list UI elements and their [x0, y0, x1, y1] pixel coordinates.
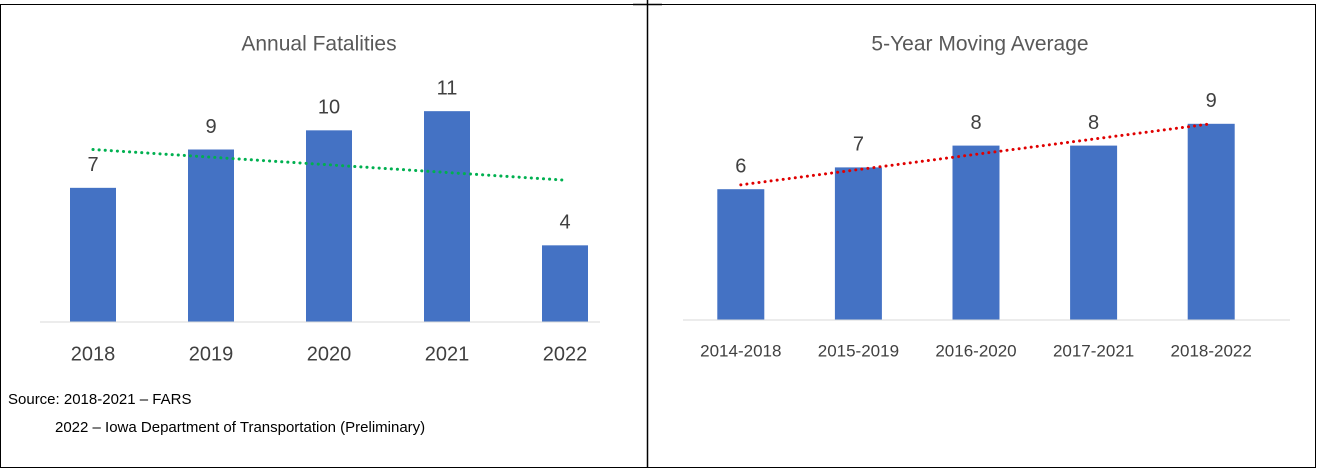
source-line: Source: 2018-2021 – FARS: [8, 391, 191, 408]
x-tick-label: 2019: [189, 343, 234, 365]
bar: [1070, 145, 1118, 320]
data-label: 6: [735, 155, 746, 177]
x-tick-label: 2020: [307, 343, 352, 365]
bar: [952, 145, 1000, 320]
bar: [424, 111, 470, 323]
trendline: [739, 122, 1213, 187]
data-label: 11: [437, 77, 458, 99]
chart-title: Annual Fatalities: [241, 33, 396, 56]
chart-title: 5-Year Moving Average: [871, 33, 1088, 56]
data-label: 8: [1088, 112, 1099, 134]
data-label: 9: [1206, 90, 1217, 112]
data-label: 10: [318, 97, 340, 119]
bar: [1187, 123, 1235, 320]
data-label: 9: [205, 116, 216, 138]
bar: [834, 167, 882, 320]
bar: [306, 130, 352, 322]
x-tick-label: 2014-2018: [700, 341, 781, 360]
data-label: 7: [853, 134, 864, 156]
x-tick-label: 2018: [71, 343, 116, 365]
x-tick-label: 2021: [425, 343, 470, 365]
trendline: [91, 148, 567, 182]
source-line: 2022 – Iowa Department of Transportation…: [55, 419, 425, 436]
data-label: 4: [559, 212, 570, 234]
x-tick-label: 2018-2022: [1171, 341, 1252, 360]
x-tick-label: 2017-2021: [1053, 341, 1134, 360]
x-tick-label: 2016-2020: [935, 341, 1016, 360]
data-label: 8: [970, 112, 981, 134]
x-tick-label: 2022: [543, 343, 588, 365]
bar: [717, 189, 765, 320]
data-label: 7: [87, 154, 98, 176]
bar: [542, 245, 588, 322]
bar: [70, 187, 116, 322]
x-tick-label: 2015-2019: [818, 341, 899, 360]
bar: [188, 149, 234, 322]
